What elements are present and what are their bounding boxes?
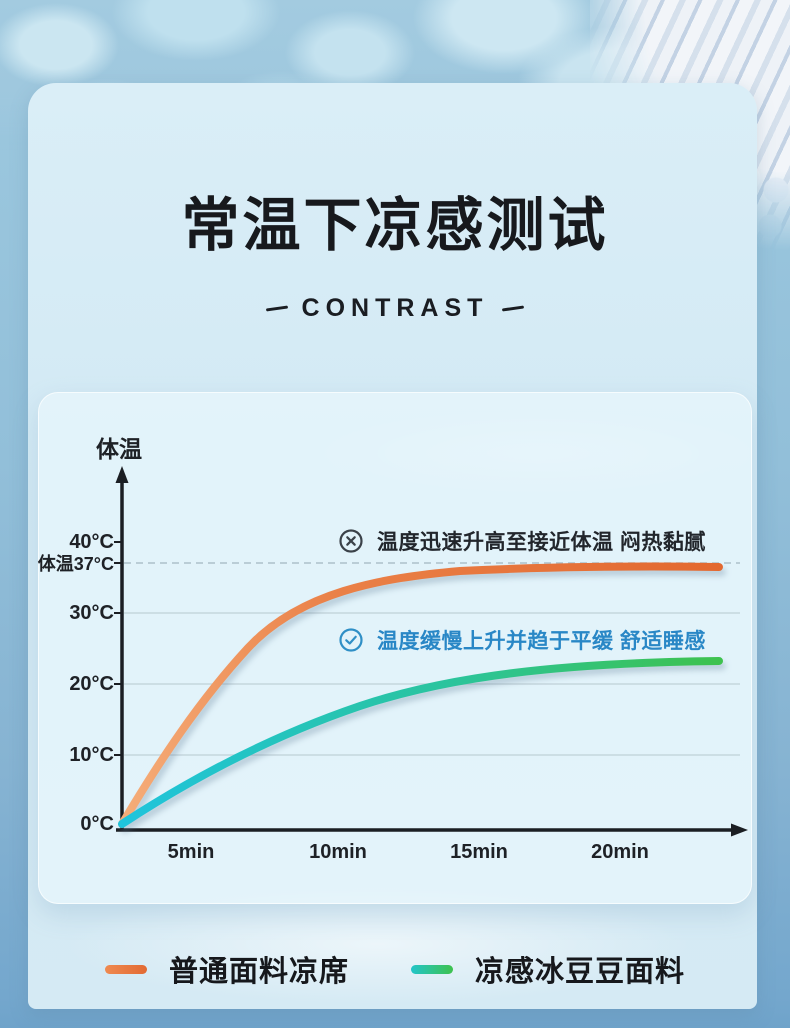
x-tick-5min: 5min <box>167 841 215 863</box>
page-title: 常温下凉感测试 <box>181 193 609 258</box>
legend-item-cooling-fabric: 凉感冰豆豆面料 <box>411 948 685 990</box>
subtitle: CONTRAST <box>0 294 790 323</box>
legend-swatch-teal <box>411 964 453 974</box>
y-tick-40: 40°C <box>69 531 114 553</box>
annotation-text-bad: 温度迅速升高至接近体温 闷热黏腻 <box>377 531 706 554</box>
y-tick-0: 0°C <box>80 813 114 835</box>
legend-label-cooling: 凉感冰豆豆面料 <box>475 956 686 988</box>
legend: 普通面料凉席 凉感冰豆豆面料 <box>0 948 790 990</box>
cross-circle-icon <box>339 529 363 553</box>
x-axis-arrow <box>731 823 748 837</box>
y-tick-10: 10°C <box>69 744 114 766</box>
annotation-cooling-fabric: 温度缓慢上升并趋于平缓 舒适睡感 <box>338 626 706 654</box>
x-tick-15min: 15min <box>450 841 508 863</box>
subtitle-text: CONTRAST <box>301 294 489 322</box>
legend-label-ordinary: 普通面料凉席 <box>168 956 349 988</box>
y-axis-title: 体温 <box>96 436 142 462</box>
curve-cooling-fabric <box>118 657 723 828</box>
x-tick-10min: 10min <box>309 841 367 863</box>
legend-item-ordinary-fabric: 普通面料凉席 <box>104 948 349 990</box>
annotation-ordinary-fabric: 温度迅速升高至接近体温 闷热黏腻 <box>338 527 706 555</box>
annotation-text-good: 温度缓慢上升并趋于平缓 舒适睡感 <box>377 630 706 653</box>
y-tick-37: 体温37°C <box>37 554 114 574</box>
y-tick-30: 30°C <box>69 602 114 624</box>
axes <box>114 466 748 837</box>
curve-ordinary-fabric <box>118 562 723 828</box>
y-tick-20: 20°C <box>69 673 114 695</box>
x-tick-20min: 20min <box>591 841 649 863</box>
y-axis-arrow <box>115 466 129 483</box>
check-circle-icon <box>339 628 363 652</box>
chart-panel <box>38 392 752 904</box>
legend-swatch-orange <box>104 964 147 974</box>
